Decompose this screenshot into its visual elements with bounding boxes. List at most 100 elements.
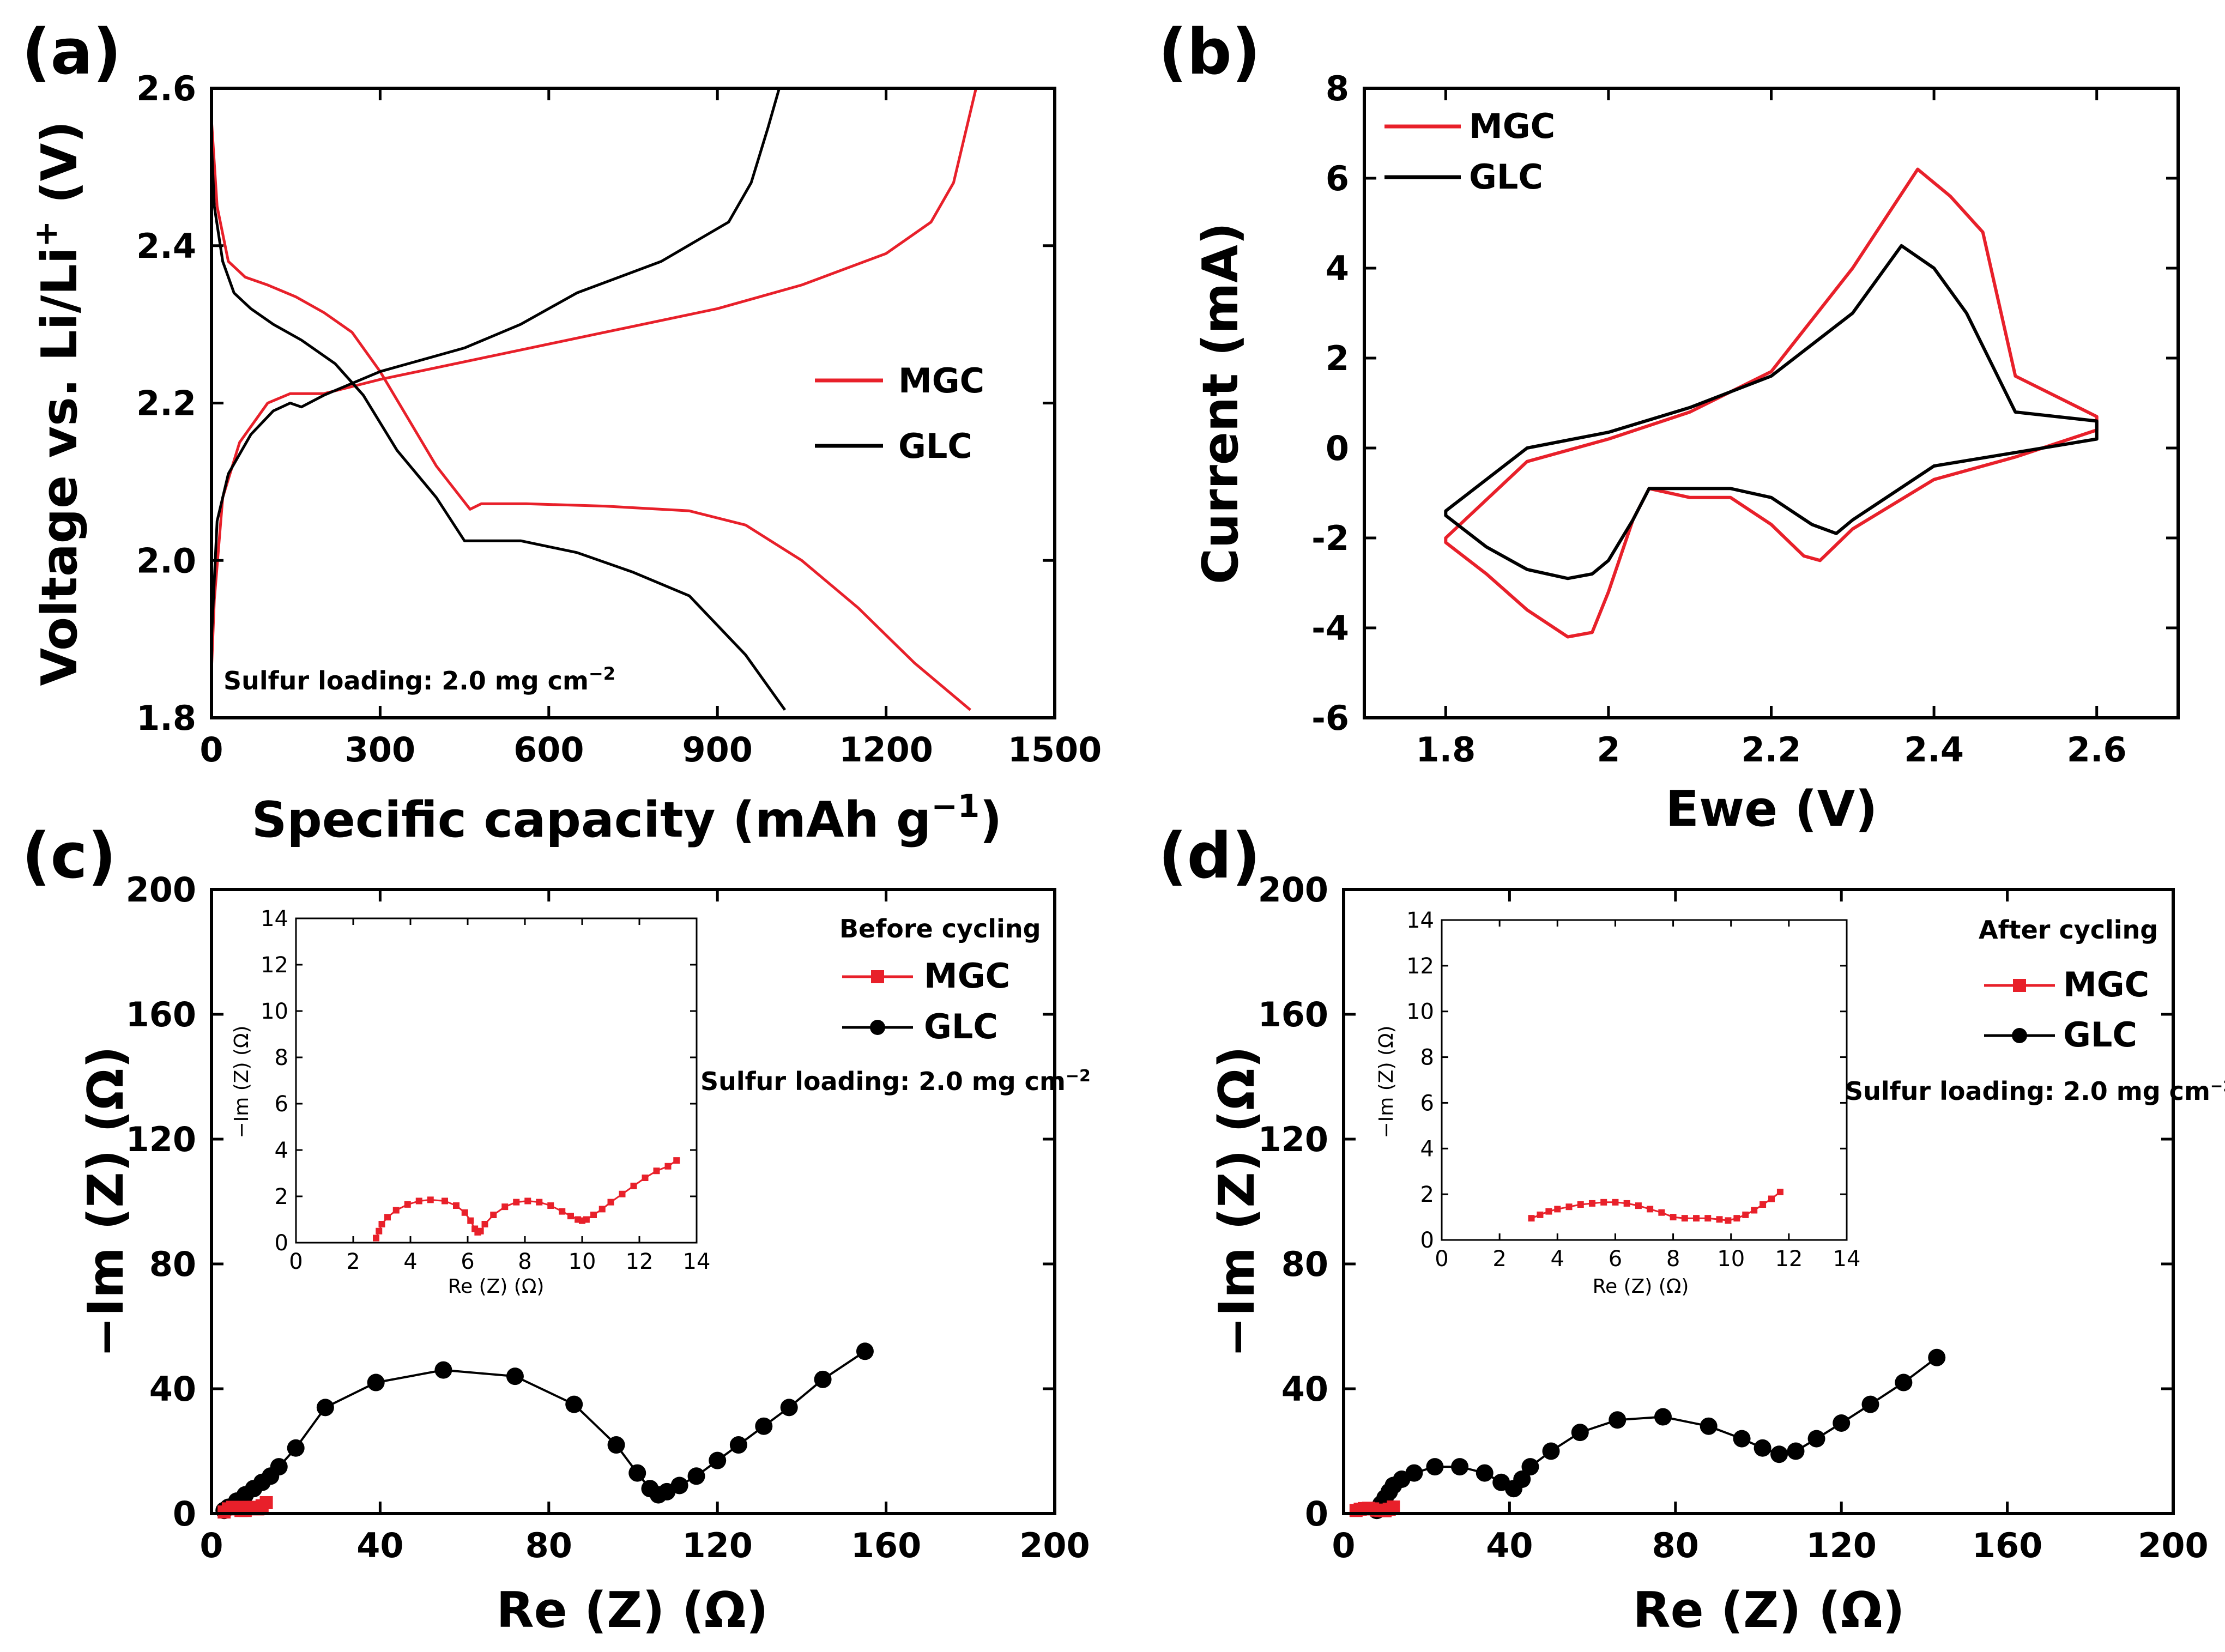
legend-label-glc: GLC [1469,157,1543,197]
panel-c-plot [215,1342,874,1520]
data-point-mgc [1693,1215,1700,1222]
data-point-mgc [673,1157,680,1164]
legend-marker-mgc [871,970,884,983]
x-tick-label: 160 [851,1526,921,1565]
data-point-mgc [461,1209,468,1216]
y-tick-label: 14 [261,906,288,931]
panel-c-inset: 0 2 4 6 8 10 12 14 0 2 4 6 8 10 12 14 Re (Z) (Ω) −Im (Z… [231,906,710,1298]
series-line-glc [1444,244,2099,580]
y-tick-label: 40 [1281,1369,1328,1409]
panel-a-xlabel: Specific capacity (mAh g−1) [252,788,1002,849]
x-tick-label: 300 [345,730,415,770]
panel-c-legend: Before cycling MGC GLC Sulfur loading: 2… [700,914,1091,1096]
x-tick-label: 14 [683,1249,711,1274]
data-point-mgc [490,1212,497,1218]
data-point-glc [755,1417,773,1435]
data-point-glc [856,1342,874,1360]
panel-b-ylabel: Current (mA) [1192,222,1249,584]
panel-d-label: (d) [1158,820,1260,893]
data-point-mgc [1387,1500,1400,1514]
y-tick-label: 200 [1258,870,1328,910]
data-point-mgc [630,1182,637,1189]
x-tick-label: 4 [403,1249,417,1274]
y-tick-label: 2.2 [136,384,196,423]
panel-d-legend: After cycling MGC GLC Sulfur loading: 2.… [1845,915,2225,1106]
y-tick-label: 200 [126,870,196,910]
legend-label-mgc: MGC [1469,106,1555,146]
data-point-glc [316,1399,334,1417]
y-tick-label: 10 [261,999,288,1024]
legend-label-glc: GLC [924,1007,998,1046]
data-point-mgc [1716,1216,1723,1223]
series-line-mgc [210,88,978,671]
legend-label-glc: GLC [2063,1015,2137,1055]
data-point-mgc [536,1199,543,1206]
data-point-mgc [1635,1202,1642,1209]
legend-label-mgc: MGC [924,956,1010,996]
panel-c-inset-plot: 0 2 4 6 8 10 12 14 0 2 4 6 8 10 12 14 [261,906,710,1274]
data-point-glc [670,1476,688,1494]
x-tick-label: 1500 [1008,730,1102,770]
data-point-mgc [642,1175,649,1181]
data-point-mgc [404,1201,411,1208]
x-tick-label: 14 [1833,1246,1861,1272]
data-point-mgc [590,1212,597,1218]
data-point-glc [607,1436,625,1454]
x-tick-label: 2 [1597,730,1620,770]
y-tick-label: 10 [1406,1000,1434,1025]
panel-b-label: (b) [1158,16,1260,89]
data-point-glc [270,1458,288,1476]
data-point-glc [434,1361,452,1379]
y-tick-label: 160 [126,995,196,1034]
x-tick-label: 10 [569,1249,596,1274]
x-tick-label: 6 [461,1249,474,1274]
data-point-mgc [378,1221,385,1227]
y-tick-label: 1.8 [136,698,196,738]
legend-marker-mgc [2013,979,2026,992]
y-tick-label: 40 [149,1369,196,1409]
y-tick-label: 2 [1420,1182,1434,1207]
data-point-mgc [1681,1215,1688,1222]
panel-c-inset-ylabel: −Im (Z) (Ω) [231,1025,253,1138]
x-tick-label: 40 [356,1526,403,1565]
panel-d-inset-ylabel: −Im (Z) (Ω) [1375,1025,1398,1138]
panel-d-plot [1349,1348,1946,1520]
data-point-mgc [373,1235,379,1242]
y-tick-label: 6 [1326,159,1349,198]
x-tick-label: 2.4 [1904,730,1964,770]
legend-label-glc: GLC [898,426,972,466]
data-point-glc [1787,1442,1805,1460]
data-point-glc [729,1436,747,1454]
data-point-mgc [547,1202,554,1209]
data-point-glc [1542,1442,1560,1460]
data-point-mgc [1600,1199,1607,1206]
data-point-mgc [1768,1195,1775,1202]
panel-a-ticks: 0 300 600 900 1200 1500 1.8 2.0 2.2 2.4 2.6 [136,69,1102,770]
series-line-glc [210,88,781,639]
y-tick-label: -2 [1311,518,1349,558]
y-tick-label: 80 [149,1244,196,1284]
data-point-mgc [1704,1215,1712,1222]
y-tick-label: 80 [1281,1244,1328,1284]
x-tick-label: 0 [1332,1526,1355,1565]
x-tick-label: 10 [1717,1246,1745,1272]
y-tick-label: 0 [275,1231,288,1256]
panel-c-xlabel: Re (Z) (Ω) [496,1582,768,1639]
y-tick-label: 12 [261,953,288,978]
x-tick-label: 6 [1609,1246,1622,1272]
x-tick-label: 0 [199,730,223,770]
y-tick-label: 6 [1420,1091,1434,1116]
y-tick-label: 2 [275,1184,288,1209]
x-tick-label: 4 [1551,1246,1564,1272]
series-line-mgc [1444,167,2099,639]
legend-marker-glc [870,1020,885,1035]
x-tick-label: 2.6 [2067,730,2127,770]
data-point-mgc [1733,1215,1740,1222]
data-point-mgc [259,1496,273,1509]
panel-c-label: (c) [22,820,116,893]
panel-a-plot [210,88,978,711]
y-tick-label: 14 [1406,908,1434,933]
data-point-glc [1654,1408,1672,1426]
x-tick-label: 1200 [839,730,933,770]
